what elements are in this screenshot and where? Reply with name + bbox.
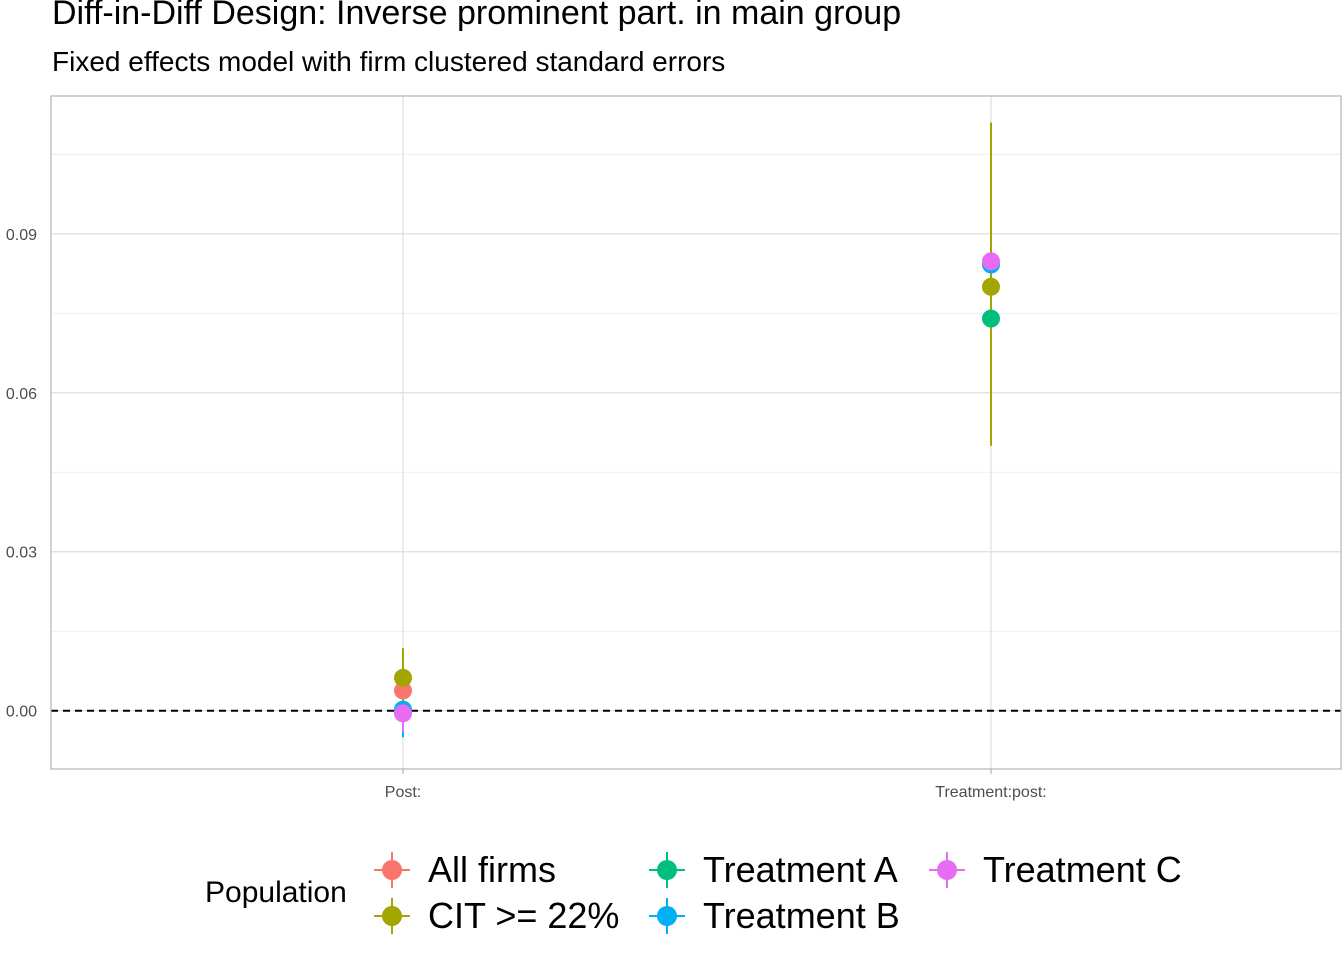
legend-key-icon: [374, 852, 410, 888]
data-point: [394, 681, 412, 700]
legend: All firms CIT >= 22% Treatment A Treatment …: [0, 840, 1344, 950]
data-marks: [51, 122, 1341, 738]
y-tick-label: 0.09: [6, 227, 37, 244]
legend-key-point: [382, 860, 402, 880]
legend-key-point: [382, 906, 402, 926]
legend-key-point: [657, 860, 677, 880]
legend-item: CIT >= 22%: [370, 894, 619, 938]
data-point: [982, 309, 1000, 328]
gridlines: [51, 96, 1341, 769]
legend-key-icon: [649, 852, 685, 888]
x-tick-label: Post:: [385, 784, 421, 801]
x-tick-label: Treatment:post:: [935, 784, 1046, 801]
y-tick-label: 0.00: [6, 704, 37, 721]
legend-item: All firms: [370, 848, 556, 892]
panel-border: [50, 95, 1342, 770]
legend-label: Treatment C: [983, 849, 1182, 890]
legend-key-point: [657, 906, 677, 926]
y-tick-label: 0.03: [6, 545, 37, 562]
chart-subtitle: Fixed effects model with firm clustered …: [52, 46, 726, 77]
axis-ticks: 0.00 0.03 0.06 0.09 Post: Treatment:post:: [6, 227, 1047, 801]
legend-label: Treatment B: [703, 895, 900, 936]
plot-area: 0.00 0.03 0.06 0.09 Post: Treatment:post:: [6, 95, 1342, 801]
legend-item: Treatment A: [645, 848, 898, 892]
y-tick-label: 0.06: [6, 386, 37, 403]
data-point: [982, 252, 1000, 271]
legend-key-point: [937, 860, 957, 880]
legend-key-icon: [374, 898, 410, 934]
data-point: [394, 668, 412, 687]
legend-title: Population: [205, 876, 347, 909]
data-point: [394, 704, 412, 723]
legend-label: CIT >= 22%: [428, 895, 620, 936]
chart-title: Diff-in-Diff Design: Inverse prominent p…: [52, 0, 902, 32]
legend-item: Treatment C: [925, 848, 1182, 892]
legend-key-icon: [649, 898, 685, 934]
data-point: [982, 277, 1000, 296]
legend-label: All firms: [428, 849, 556, 890]
legend-label: Treatment A: [703, 849, 898, 890]
legend-item: Treatment B: [645, 894, 900, 938]
legend-key-icon: [929, 852, 965, 888]
